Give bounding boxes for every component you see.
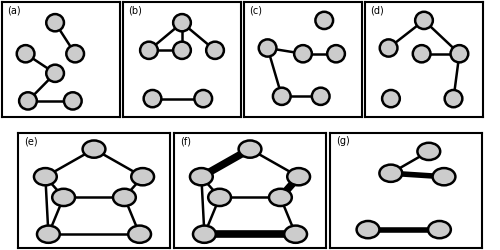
- Circle shape: [415, 12, 433, 29]
- Circle shape: [312, 88, 330, 105]
- Circle shape: [294, 45, 312, 62]
- Circle shape: [287, 168, 310, 185]
- Circle shape: [432, 168, 456, 185]
- Circle shape: [413, 45, 430, 62]
- Circle shape: [19, 92, 37, 110]
- Circle shape: [46, 65, 64, 82]
- Circle shape: [64, 92, 82, 110]
- Circle shape: [173, 42, 191, 59]
- Circle shape: [428, 221, 451, 238]
- Circle shape: [382, 90, 400, 107]
- Circle shape: [269, 189, 292, 206]
- Circle shape: [206, 42, 224, 59]
- Circle shape: [327, 45, 345, 62]
- Circle shape: [82, 140, 106, 158]
- Circle shape: [380, 39, 398, 57]
- Circle shape: [173, 14, 191, 31]
- Circle shape: [444, 90, 462, 107]
- Circle shape: [208, 189, 231, 206]
- Circle shape: [284, 226, 307, 243]
- Circle shape: [238, 140, 262, 158]
- Circle shape: [194, 90, 212, 107]
- Text: (a): (a): [6, 6, 20, 16]
- Circle shape: [140, 42, 158, 59]
- Circle shape: [128, 226, 151, 243]
- Text: (f): (f): [180, 136, 191, 146]
- Circle shape: [46, 14, 64, 31]
- Circle shape: [17, 45, 34, 62]
- Circle shape: [273, 88, 290, 105]
- Circle shape: [259, 39, 276, 57]
- Circle shape: [193, 226, 216, 243]
- Text: (c): (c): [248, 6, 262, 16]
- Text: (e): (e): [24, 136, 38, 146]
- Circle shape: [190, 168, 213, 185]
- Text: (g): (g): [336, 136, 350, 146]
- Circle shape: [131, 168, 154, 185]
- Text: (d): (d): [370, 6, 384, 16]
- Circle shape: [113, 189, 136, 206]
- Circle shape: [450, 45, 468, 62]
- Circle shape: [66, 45, 84, 62]
- Circle shape: [52, 189, 75, 206]
- Circle shape: [34, 168, 57, 185]
- Circle shape: [418, 143, 440, 160]
- Text: (b): (b): [128, 6, 141, 16]
- Circle shape: [37, 226, 60, 243]
- Circle shape: [380, 164, 402, 182]
- Circle shape: [356, 221, 380, 238]
- Circle shape: [144, 90, 162, 107]
- Circle shape: [316, 12, 333, 29]
